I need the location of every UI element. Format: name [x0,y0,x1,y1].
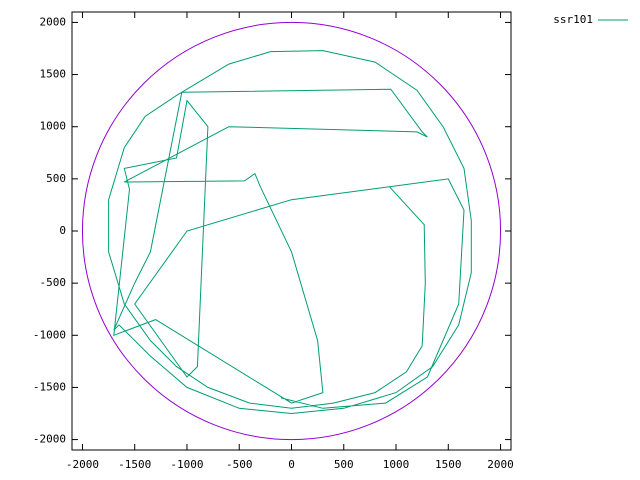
series-line [108,50,472,415]
y-tick-label: 2000 [40,15,67,28]
y-tick-label: -2000 [33,433,66,446]
y-tick-label: -1000 [33,328,66,341]
x-tick-label: -2000 [66,458,99,471]
y-tick-label: 0 [59,224,66,237]
circle [81,21,502,441]
plot-border [71,11,512,451]
y-tick-label: -500 [40,276,67,289]
x-tick-label: -1000 [170,458,203,471]
y-tick-label: -1500 [33,380,66,393]
y-tick-label: 1500 [40,68,67,81]
y-tick-label: 500 [46,172,66,185]
x-tick-label: 0 [288,458,295,471]
legend-label: ssr101 [553,13,593,26]
x-tick-label: 500 [334,458,354,471]
x-tick-label: -500 [226,458,253,471]
x-tick-label: 1500 [435,458,462,471]
x-tick-label: 1000 [383,458,410,471]
x-tick-label: 2000 [487,458,514,471]
x-tick-label: -1500 [118,458,151,471]
y-tick-label: 1000 [40,120,67,133]
